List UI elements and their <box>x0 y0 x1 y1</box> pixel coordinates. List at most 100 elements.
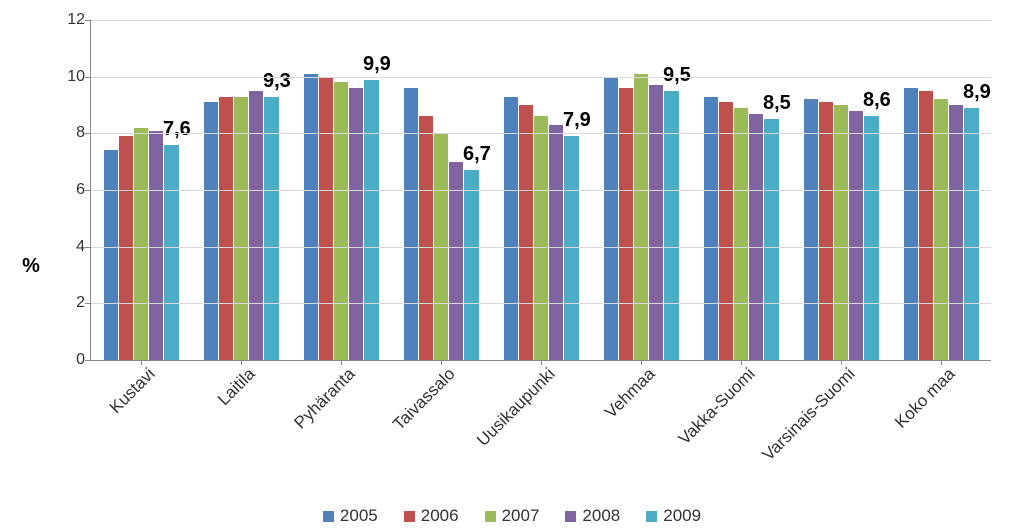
bar <box>464 170 478 360</box>
legend-item: 2008 <box>565 506 620 526</box>
bar <box>164 145 178 360</box>
x-tick-label: Kustavi <box>106 364 160 418</box>
bar <box>264 97 278 361</box>
legend-swatch <box>323 511 334 522</box>
legend-label: 2005 <box>340 506 378 526</box>
grid-line <box>91 77 991 78</box>
bar <box>704 97 718 361</box>
value-label: 7,9 <box>563 109 591 132</box>
bar <box>219 97 233 361</box>
legend-label: 2006 <box>421 506 459 526</box>
x-tick-mark <box>241 360 242 365</box>
bar <box>864 116 878 360</box>
bar <box>604 77 618 360</box>
bar <box>804 99 818 360</box>
bar <box>619 88 633 360</box>
x-tick-label: Taivassalo <box>389 364 459 434</box>
legend-swatch <box>404 511 415 522</box>
bar <box>549 125 563 360</box>
value-label: 9,9 <box>363 53 391 76</box>
bar <box>404 88 418 360</box>
legend-swatch <box>485 511 496 522</box>
x-tick-mark <box>341 360 342 365</box>
bar <box>334 82 348 360</box>
bar <box>749 114 763 361</box>
bar <box>149 131 163 361</box>
grid-line <box>91 247 991 248</box>
y-tick-label: 12 <box>50 11 85 29</box>
x-tick-label: Vakka-Suomi <box>675 364 760 449</box>
legend-label: 2008 <box>582 506 620 526</box>
grid-line <box>91 20 991 21</box>
bar <box>964 108 978 360</box>
bar <box>719 102 733 360</box>
legend-item: 2009 <box>646 506 701 526</box>
y-tick-label: 0 <box>50 351 85 369</box>
grid-line <box>91 133 991 134</box>
y-tick-label: 6 <box>50 181 85 199</box>
y-tick-label: 10 <box>50 68 85 86</box>
bar <box>234 97 248 361</box>
y-tick-label: 4 <box>50 238 85 256</box>
legend-swatch <box>565 511 576 522</box>
bar <box>834 105 848 360</box>
legend-item: 2006 <box>404 506 459 526</box>
grid-line <box>91 190 991 191</box>
x-tick-mark <box>441 360 442 365</box>
value-label: 6,7 <box>463 143 491 166</box>
bar <box>564 136 578 360</box>
bar <box>949 105 963 360</box>
legend-swatch <box>646 511 657 522</box>
bar <box>819 102 833 360</box>
legend: 2005 2006 2007 2008 2009 <box>0 506 1024 526</box>
legend-item: 2005 <box>323 506 378 526</box>
x-tick-label: Varsinais-Suomi <box>759 364 860 465</box>
y-tick-label: 8 <box>50 124 85 142</box>
plot-area: 7,6Kustavi9,3Laitila9,9Pyhäranta6,7Taiva… <box>90 20 991 361</box>
bar <box>504 97 518 361</box>
bar <box>349 88 363 360</box>
bar <box>919 91 933 360</box>
bar <box>419 116 433 360</box>
bar <box>319 77 333 360</box>
bar <box>649 85 663 360</box>
bar <box>664 91 678 360</box>
bar <box>904 88 918 360</box>
value-label: 9,5 <box>663 64 691 87</box>
x-tick-label: Laitila <box>214 364 260 410</box>
bar <box>304 74 318 360</box>
bar <box>934 99 948 360</box>
x-tick-mark <box>141 360 142 365</box>
bar <box>519 105 533 360</box>
legend-item: 2007 <box>485 506 540 526</box>
value-label: 9,3 <box>263 70 291 93</box>
x-tick-label: Koko maa <box>891 364 959 432</box>
x-tick-mark <box>541 360 542 365</box>
value-label: 8,5 <box>763 92 791 115</box>
bar <box>849 111 863 360</box>
x-tick-label: Uusikaupunki <box>473 364 559 450</box>
bar <box>764 119 778 360</box>
bar <box>449 162 463 360</box>
y-axis-label: % <box>16 0 46 532</box>
value-label: 8,9 <box>963 81 991 104</box>
x-tick-label: Pyhäranta <box>290 364 359 433</box>
value-label: 8,6 <box>863 89 891 112</box>
grid-line <box>91 303 991 304</box>
bar <box>119 136 133 360</box>
bar <box>364 80 378 361</box>
x-tick-mark <box>641 360 642 365</box>
value-label: 7,6 <box>163 118 191 141</box>
bar <box>104 150 118 360</box>
y-tick-label: 2 <box>50 294 85 312</box>
x-tick-mark <box>941 360 942 365</box>
x-tick-label: Vehmaa <box>601 364 659 422</box>
legend-label: 2007 <box>502 506 540 526</box>
x-tick-mark <box>841 360 842 365</box>
x-tick-mark <box>741 360 742 365</box>
legend-label: 2009 <box>663 506 701 526</box>
bar <box>204 102 218 360</box>
bar <box>634 74 648 360</box>
bar <box>734 108 748 360</box>
chart-container: % 024681012 7,6Kustavi9,3Laitila9,9Pyhär… <box>0 0 1024 532</box>
